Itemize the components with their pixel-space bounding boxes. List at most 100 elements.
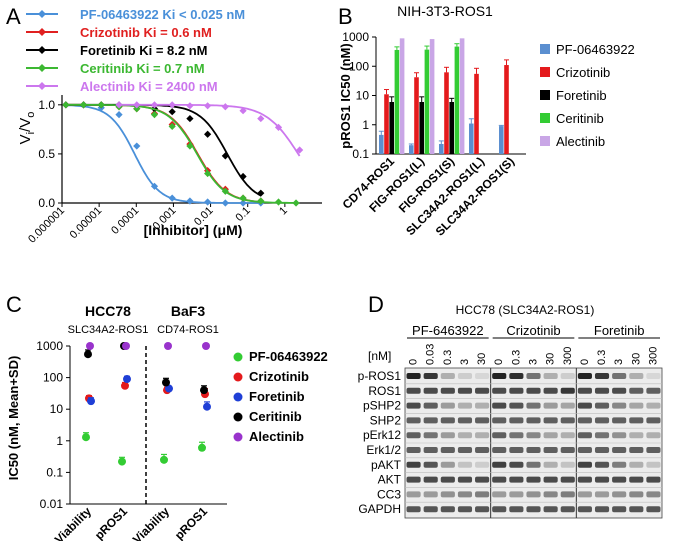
y-tick-label: 1000 (36, 339, 63, 353)
band (612, 402, 627, 409)
band (629, 373, 644, 379)
band (543, 461, 558, 468)
band (646, 447, 661, 453)
band (612, 373, 627, 379)
band (646, 417, 661, 424)
chart-b-legend: PF-06463922 Crizotinib Foretinib Ceritinib A… (540, 42, 635, 149)
band (492, 506, 507, 513)
data-point (239, 199, 247, 207)
band (423, 476, 438, 483)
data-point (84, 350, 92, 359)
dose-label: 0.3 (596, 350, 608, 365)
chart-c-legend: PF-06463922 Crizotinib Foretinib Ceritinib A… (233, 349, 328, 444)
data-point (87, 397, 95, 406)
band (509, 447, 524, 453)
data-point (221, 152, 229, 160)
band (594, 476, 610, 483)
band (423, 387, 438, 394)
chart-c-group-title-1: HCC78 (85, 303, 131, 319)
legend-label: PF-06463922 Ki < 0.025 nM (80, 7, 245, 22)
bar (449, 101, 454, 154)
band (646, 491, 661, 498)
band-label: pSHP2 (363, 399, 401, 413)
drug-label: PF-6463922 (412, 323, 484, 338)
band (457, 402, 473, 409)
band (457, 417, 473, 424)
data-point (186, 197, 194, 205)
band (492, 476, 507, 483)
band (612, 476, 627, 483)
data-point (257, 114, 265, 123)
chart-c-group-title-2: BaF3 (171, 303, 205, 319)
band (526, 402, 541, 409)
data-point (168, 108, 176, 116)
band (457, 491, 473, 498)
band (492, 432, 507, 439)
band (543, 402, 558, 409)
bar (504, 65, 509, 154)
legend-marker (233, 352, 243, 362)
band (423, 432, 438, 439)
band (423, 402, 438, 409)
western-blot: HCC78 (SLC34A2-ROS1) PF-6463922 0 0.03 0.3 3… (358, 303, 663, 519)
legend-marker (38, 46, 46, 54)
band (406, 506, 421, 513)
band (577, 476, 592, 483)
legend-swatch (540, 67, 550, 77)
bar (379, 134, 384, 154)
x-tick-label: 0.00001 (68, 205, 105, 242)
dose-label: 0 (579, 359, 591, 365)
band (440, 461, 455, 468)
data-point (97, 101, 105, 109)
dose-label: 0.03 (425, 344, 437, 365)
band (629, 491, 644, 498)
band (526, 447, 541, 453)
chart-a-y-axis-label: Vi/Vo (17, 112, 37, 145)
legend-marker (38, 28, 46, 36)
band-label: GAPDH (358, 502, 401, 516)
bar (389, 101, 394, 154)
nm-label: [nM] (368, 349, 391, 363)
band (560, 387, 575, 394)
chart-c-plot (82, 342, 211, 466)
band (612, 506, 627, 513)
y-tick-label: 100 (43, 371, 63, 385)
band (577, 402, 592, 409)
band (509, 476, 524, 483)
band (475, 506, 490, 513)
dose-label: 3 (528, 359, 540, 365)
band (475, 402, 490, 409)
data-point (186, 142, 194, 150)
band (543, 506, 558, 513)
band-label: AKT (378, 473, 402, 487)
band (423, 417, 438, 424)
bar (429, 39, 435, 154)
chart-a-legend: PF-06463922 Ki < 0.025 nM Crizotinib Ki =… (26, 7, 245, 94)
data-point (274, 198, 283, 206)
y-tick-label: 0.1 (46, 465, 63, 479)
series-alectinib (115, 101, 304, 157)
band (440, 447, 455, 453)
band (629, 447, 644, 453)
band (646, 506, 661, 513)
data-point (122, 342, 130, 350)
band (560, 417, 575, 424)
band (406, 447, 421, 453)
band (457, 447, 473, 453)
band (577, 373, 592, 379)
band (457, 461, 473, 468)
data-point (79, 101, 88, 109)
band (492, 387, 507, 394)
chart-a-x-axis-label: [Inhibitor] (μM) (144, 222, 243, 238)
bar (474, 73, 479, 154)
y-tick-label: 10 (356, 89, 370, 103)
band (406, 461, 421, 468)
chart-a-plot (62, 101, 304, 207)
y-tick-label: 1.0 (38, 98, 55, 112)
bar (384, 94, 389, 154)
bar (419, 101, 424, 154)
band (475, 447, 490, 453)
band (406, 402, 421, 409)
band (612, 461, 627, 468)
band (629, 461, 644, 468)
